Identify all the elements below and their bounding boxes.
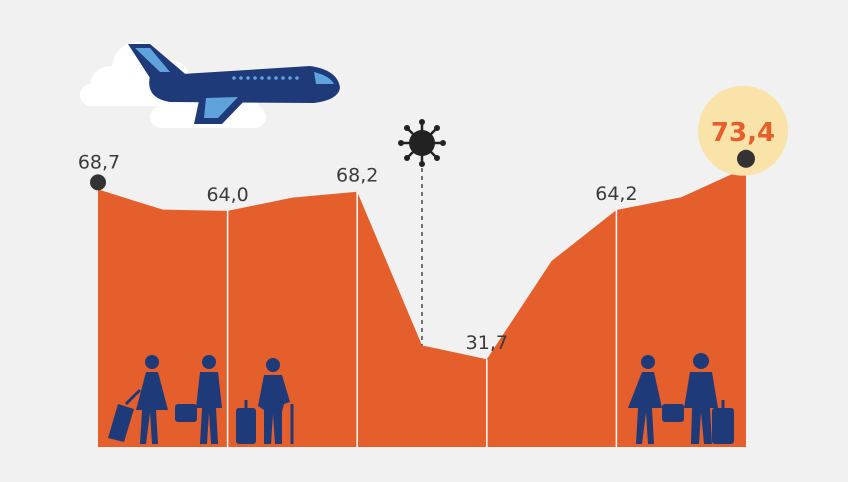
data-label: 64,0	[206, 184, 248, 206]
area-series	[98, 167, 746, 448]
data-label: 31,7	[466, 332, 508, 354]
data-point-marker	[90, 174, 106, 191]
data-label-highlight: 73,4	[711, 118, 775, 148]
label-layer: 68,7 64,0 68,2 31,7 64,2 73,4	[78, 85, 788, 354]
event-layer	[398, 119, 446, 346]
data-label: 64,2	[595, 183, 637, 205]
traveller-silhouette-icon	[108, 355, 294, 444]
divider-layer	[226, 191, 618, 447]
data-label: 68,2	[336, 165, 378, 187]
traveller-silhouette-icon	[628, 353, 734, 444]
virus-icon	[398, 119, 446, 167]
data-label: 68,7	[78, 151, 120, 173]
highlight-circle	[698, 85, 788, 176]
data-point-marker	[737, 149, 755, 168]
area-layer	[98, 167, 746, 448]
airplane-icon	[128, 44, 340, 124]
